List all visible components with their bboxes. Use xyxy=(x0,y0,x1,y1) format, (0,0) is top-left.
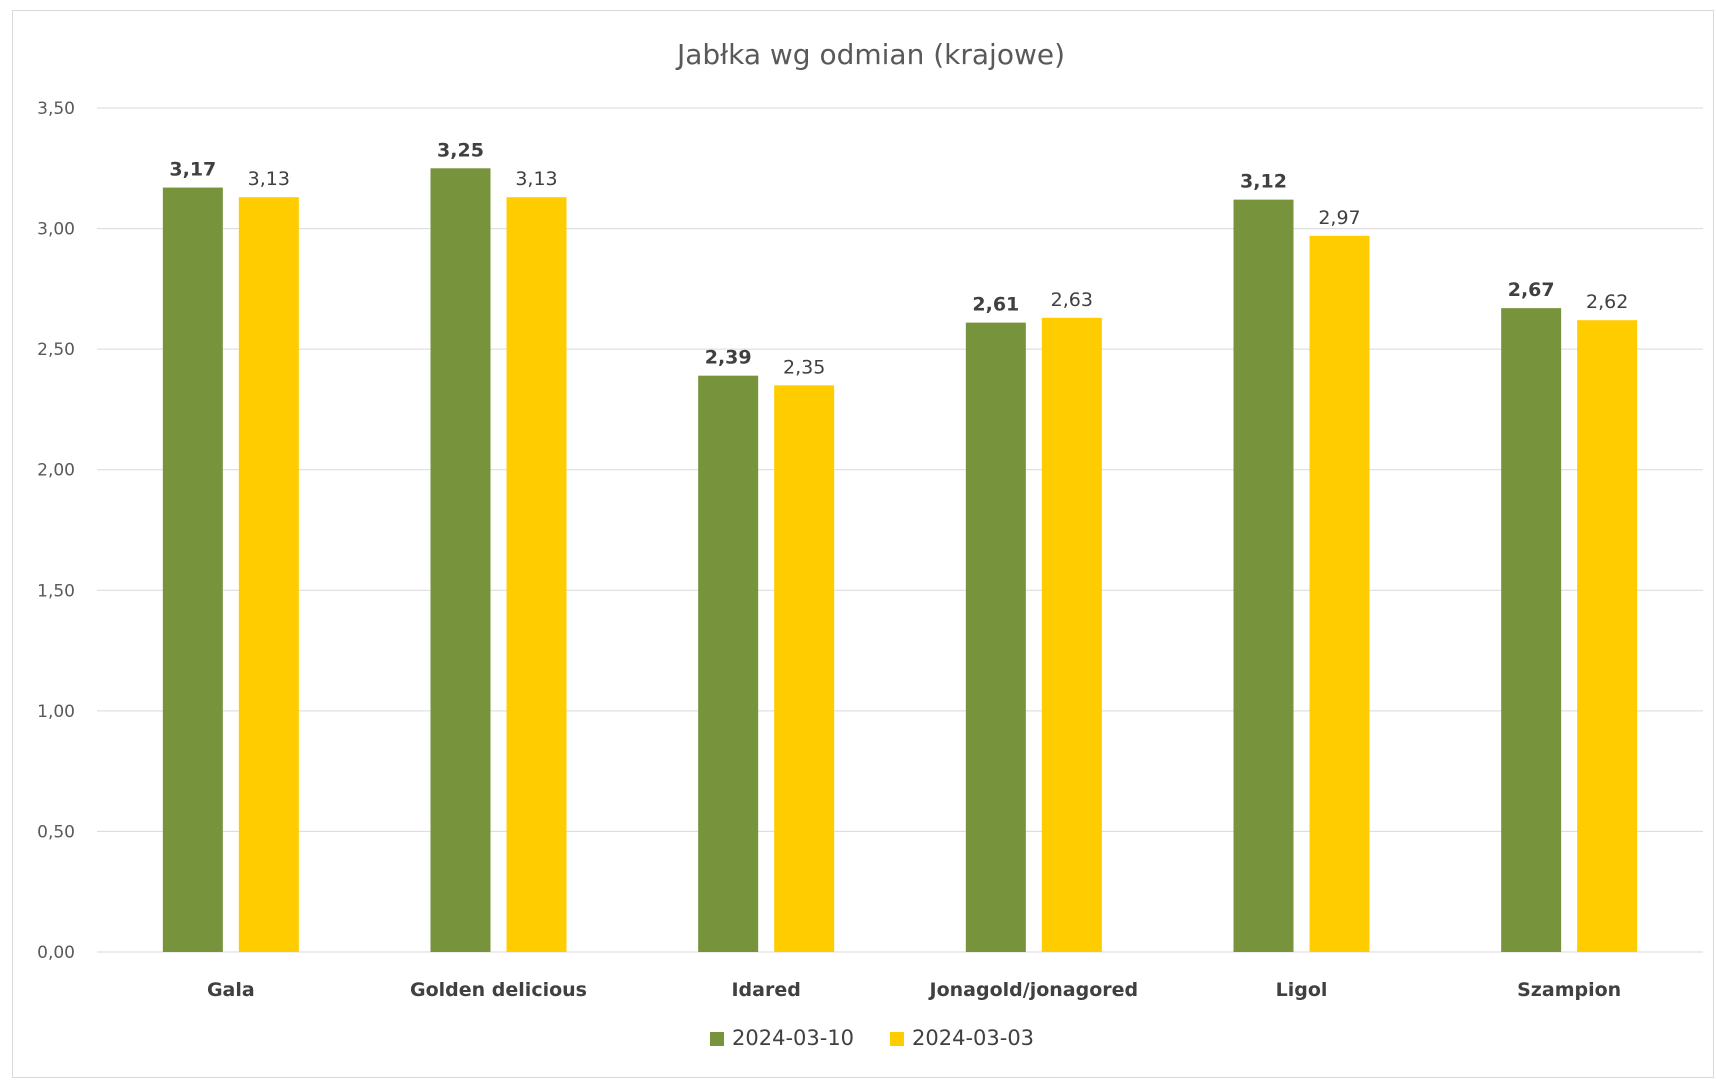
legend-swatch xyxy=(710,1032,724,1046)
bar-series-1 xyxy=(1233,199,1294,953)
y-tick-label: 2,00 xyxy=(37,461,75,481)
bar-series-2 xyxy=(506,197,567,953)
data-label: 2,97 xyxy=(1318,207,1360,229)
x-tick-label: Szampion xyxy=(1517,979,1621,1001)
data-label: 3,25 xyxy=(437,139,484,161)
legend: 2024-03-10 2024-03-03 xyxy=(710,1026,1034,1050)
x-tick-label: Ligol xyxy=(1276,979,1328,1001)
data-label: 3,13 xyxy=(515,168,557,190)
data-label: 2,67 xyxy=(1508,279,1555,301)
gridlines xyxy=(97,107,1703,953)
bar-series-1 xyxy=(698,375,759,952)
x-tick-label: Golden delicious xyxy=(410,979,587,1001)
y-axis-ticks: 0,00 0,50 1,00 1,50 2,00 2,50 3,00 3,50 xyxy=(37,99,75,963)
x-axis-ticks: Gala Golden delicious Idared Jonagold/jonag… xyxy=(207,979,1621,1001)
legend-swatch xyxy=(890,1032,904,1046)
bar-series-1 xyxy=(965,322,1026,952)
data-label: 3,17 xyxy=(169,159,216,181)
data-label: 2,35 xyxy=(783,356,825,378)
bar-series-2 xyxy=(1577,320,1638,953)
x-tick-label: Idared xyxy=(731,979,800,1001)
bar-series-1 xyxy=(162,187,223,952)
legend-label: 2024-03-10 xyxy=(732,1026,854,1050)
x-tick-label: Jonagold/jonagored xyxy=(928,979,1139,1001)
legend-label: 2024-03-03 xyxy=(912,1026,1034,1050)
bar-series-2 xyxy=(1309,235,1370,952)
y-tick-label: 1,00 xyxy=(37,702,75,722)
y-tick-label: 0,00 xyxy=(37,943,75,963)
y-tick-label: 1,50 xyxy=(37,581,75,601)
x-tick-label: Gala xyxy=(207,979,255,1001)
data-label: 2,62 xyxy=(1586,291,1628,313)
bar-series-2 xyxy=(774,385,835,952)
chart-title: Jabłka wg odmian (krajowe) xyxy=(675,38,1065,71)
bar-series-2 xyxy=(1041,317,1102,952)
data-label: 3,13 xyxy=(248,168,290,190)
y-tick-label: 0,50 xyxy=(37,822,75,842)
y-tick-label: 3,00 xyxy=(37,220,75,240)
bar-series-1 xyxy=(1501,308,1562,952)
data-labels: 3,17 3,13 3,25 3,13 2,39 2,35 2,61 2,63 3,12 2,97… xyxy=(169,139,1628,378)
bar-series-2 xyxy=(238,197,299,953)
y-tick-label: 2,50 xyxy=(37,340,75,360)
bars xyxy=(162,168,1638,953)
data-label: 2,39 xyxy=(705,347,752,369)
data-label: 2,63 xyxy=(1051,289,1093,311)
y-tick-label: 3,50 xyxy=(37,99,75,119)
bar-series-1 xyxy=(430,168,491,953)
data-label: 2,61 xyxy=(972,294,1019,316)
data-label: 3,12 xyxy=(1240,171,1287,193)
